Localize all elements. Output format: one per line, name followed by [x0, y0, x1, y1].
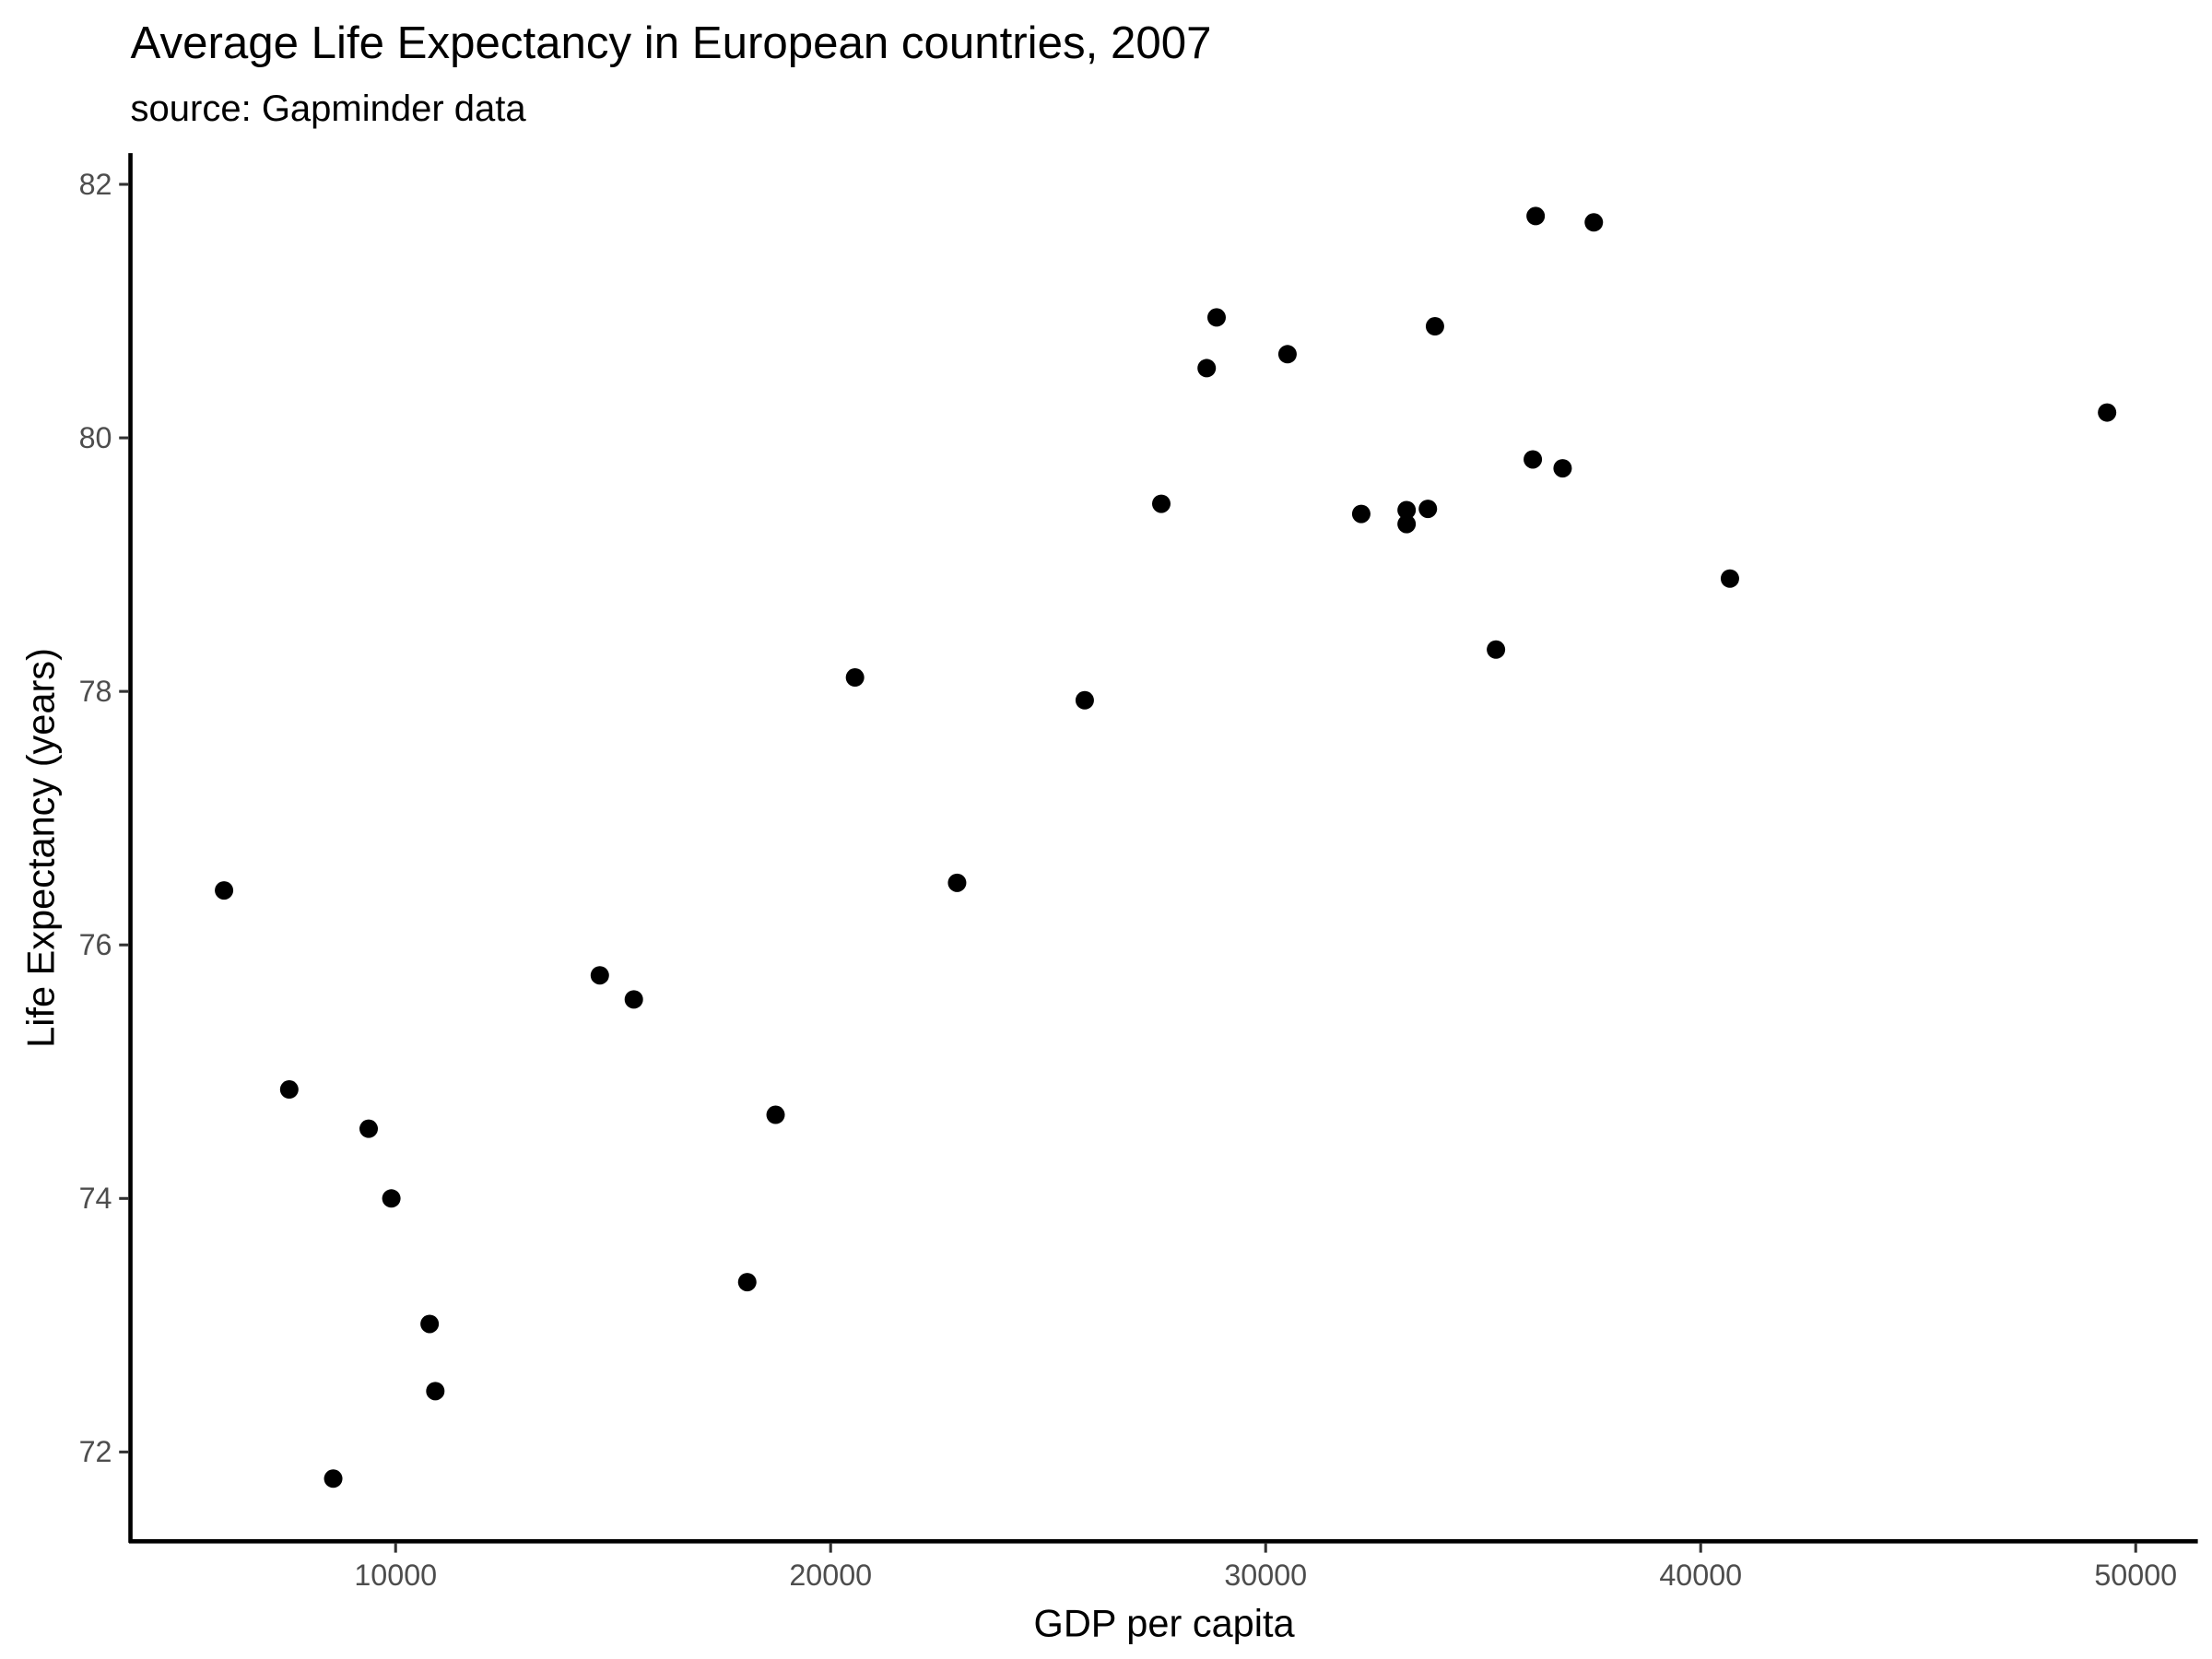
y-tick-label: 76 [79, 928, 112, 961]
data-point [1553, 459, 1572, 478]
data-point [420, 1314, 440, 1334]
y-axis-label: Life Expectancy (years) [18, 648, 62, 1048]
data-point [1397, 514, 1417, 534]
data-point [1418, 500, 1438, 519]
data-point [1425, 317, 1444, 336]
data-point [382, 1189, 401, 1208]
data-point [1197, 359, 1217, 378]
x-tick-label: 50000 [2094, 1559, 2177, 1592]
data-point [2098, 403, 2117, 422]
x-tick-label: 20000 [789, 1559, 872, 1592]
data-point [1584, 213, 1604, 232]
data-point [1151, 494, 1171, 513]
data-point [324, 1469, 343, 1488]
data-point [1720, 569, 1739, 588]
data-point [947, 873, 967, 892]
data-point [1397, 500, 1417, 520]
y-tick-label: 80 [79, 421, 112, 454]
y-tick-label: 74 [79, 1182, 112, 1215]
x-axis-label: GDP per capita [1034, 1601, 1296, 1644]
data-point [590, 966, 609, 985]
y-tick-label: 78 [79, 675, 112, 708]
data-point [215, 881, 234, 900]
data-point [1075, 690, 1094, 710]
data-point [359, 1119, 379, 1138]
data-point [1351, 504, 1371, 524]
y-tick-label: 82 [79, 168, 112, 201]
data-point [845, 668, 865, 688]
chart-title: Average Life Expectancy in European coun… [131, 18, 1212, 68]
x-ticks: 10000 20000 30000 40000 50000 [354, 1542, 2177, 1592]
data-point [766, 1105, 785, 1124]
data-point [279, 1080, 299, 1100]
y-tick-label: 72 [79, 1435, 112, 1468]
data-point [1524, 450, 1543, 469]
x-tick-label: 10000 [354, 1559, 437, 1592]
data-point [624, 990, 643, 1009]
data-point [1487, 640, 1506, 659]
data-point [426, 1382, 445, 1401]
x-tick-label: 30000 [1224, 1559, 1307, 1592]
x-tick-label: 40000 [1659, 1559, 1742, 1592]
y-ticks: 72 74 76 78 80 82 [79, 168, 129, 1468]
chart-subtitle: source: Gapminder data [131, 88, 527, 129]
data-point [737, 1273, 757, 1292]
data-point [1277, 345, 1297, 364]
data-point [1206, 308, 1226, 327]
points-layer [215, 206, 2117, 1488]
data-point [1526, 206, 1546, 226]
